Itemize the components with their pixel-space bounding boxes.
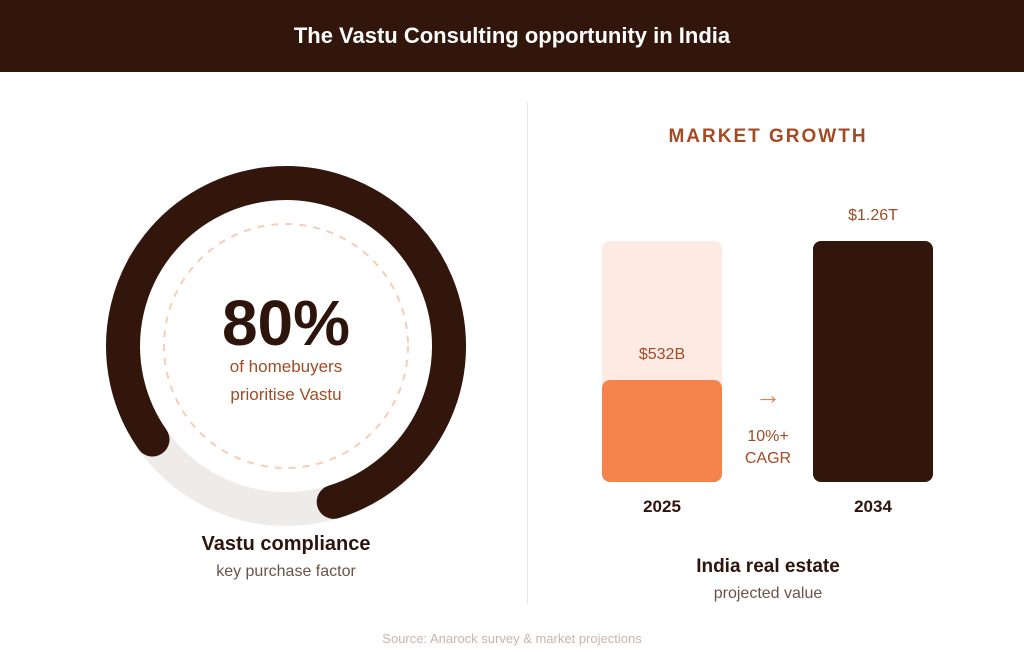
percent-description-line1: of homebuyers [229,357,343,376]
bar-2034-value-label: $1.26T [848,207,898,224]
left-subcaption: key purchase factor [216,563,356,580]
percent-description-line2: prioritise Vastu [230,385,342,404]
cagr-label: CAGR [744,450,792,467]
bar-2025-value-label: $532B [638,346,686,364]
donut-value-arc [106,166,467,519]
right-caption: India real estate [696,556,840,577]
panel-divider [527,102,528,604]
left-caption: Vastu compliance [201,533,371,555]
donut-inner-dashed-ring [163,223,409,469]
header-bar: The Vastu Consulting opportunity in Indi… [0,0,1024,72]
cagr-value: 10%+ [747,428,789,445]
right-arrow-icon: → [755,380,781,410]
page-title: The Vastu Consulting opportunity in Indi… [293,23,731,48]
percent-value: 80% [221,287,351,359]
right-subcaption: projected value [713,585,823,602]
market-growth-title: MARKET GROWTH [668,126,868,147]
bar-2025 [602,380,722,482]
source-note: Source: Anarock survey & market projecti… [382,631,642,646]
bar-2034 [813,241,933,482]
bar-2034-year-label: 2034 [854,497,892,516]
bar-2025-year-label: 2025 [643,497,681,516]
